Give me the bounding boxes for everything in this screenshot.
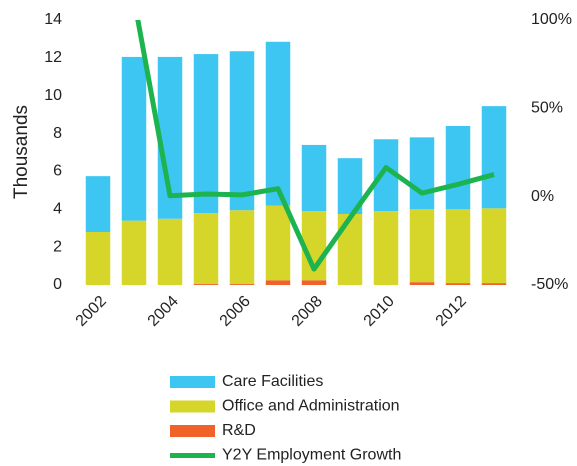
bar-segment bbox=[373, 211, 399, 285]
bar-segment bbox=[481, 208, 507, 284]
legend-swatch bbox=[170, 376, 215, 388]
bar-segment bbox=[85, 176, 111, 232]
bar-segment bbox=[229, 51, 255, 211]
bar-segment bbox=[193, 284, 219, 285]
bar-segment bbox=[409, 137, 435, 210]
legend-swatch bbox=[170, 400, 215, 413]
y-tick-label: 14 bbox=[44, 11, 62, 28]
y-tick-label: 0 bbox=[53, 276, 62, 293]
bar-segment bbox=[157, 218, 183, 285]
bar-segment bbox=[193, 54, 219, 214]
y-tick-label: 8 bbox=[53, 125, 62, 142]
y-tick-label: 10 bbox=[44, 87, 62, 104]
bar-segment bbox=[265, 41, 291, 206]
y-tick-label: 12 bbox=[44, 49, 62, 66]
bar-segment bbox=[409, 209, 435, 283]
bar-segment bbox=[445, 283, 471, 285]
x-tick-label: 2008 bbox=[289, 293, 326, 330]
bar-segment bbox=[301, 280, 327, 285]
bar-segment bbox=[445, 126, 471, 210]
x-tick-label: 2012 bbox=[433, 293, 470, 330]
bar-segment bbox=[265, 205, 291, 281]
y2-tick-label: 0% bbox=[531, 188, 554, 205]
y2-tick-label: 100% bbox=[531, 11, 572, 28]
bar-segment bbox=[445, 209, 471, 284]
bar-segment bbox=[265, 280, 291, 285]
x-tick-label: 2006 bbox=[217, 293, 254, 330]
bar-segment bbox=[121, 220, 147, 285]
x-tick-label: 2004 bbox=[145, 293, 182, 330]
y-tick-label: 2 bbox=[53, 238, 62, 255]
y-tick-label: 6 bbox=[53, 163, 62, 180]
bar-segment bbox=[409, 282, 435, 285]
legend-label: Y2Y Employment Growth bbox=[222, 447, 401, 464]
bar-segment bbox=[229, 284, 255, 285]
growth-line bbox=[135, 20, 495, 272]
bar-segment bbox=[301, 144, 327, 212]
y2-tick-label: 50% bbox=[531, 100, 563, 117]
legend-swatch bbox=[170, 425, 215, 437]
bar-segment bbox=[193, 213, 219, 285]
y-tick-label: 4 bbox=[53, 201, 62, 218]
y-axis-label: Thousands bbox=[11, 105, 32, 199]
bar-segment bbox=[121, 56, 147, 221]
bar-segment bbox=[481, 283, 507, 285]
x-tick-label: 2002 bbox=[73, 293, 110, 330]
bar-segment bbox=[229, 210, 255, 285]
y2-tick-label: -50% bbox=[531, 276, 568, 293]
bar-segment bbox=[85, 232, 111, 285]
x-tick-label: 2010 bbox=[361, 293, 398, 330]
bar-segment bbox=[337, 214, 363, 285]
legend-label: Office and Administration bbox=[222, 398, 400, 415]
legend-label: R&D bbox=[222, 422, 256, 439]
bar-segment bbox=[481, 106, 507, 209]
legend-label: Care Facilities bbox=[222, 373, 323, 390]
